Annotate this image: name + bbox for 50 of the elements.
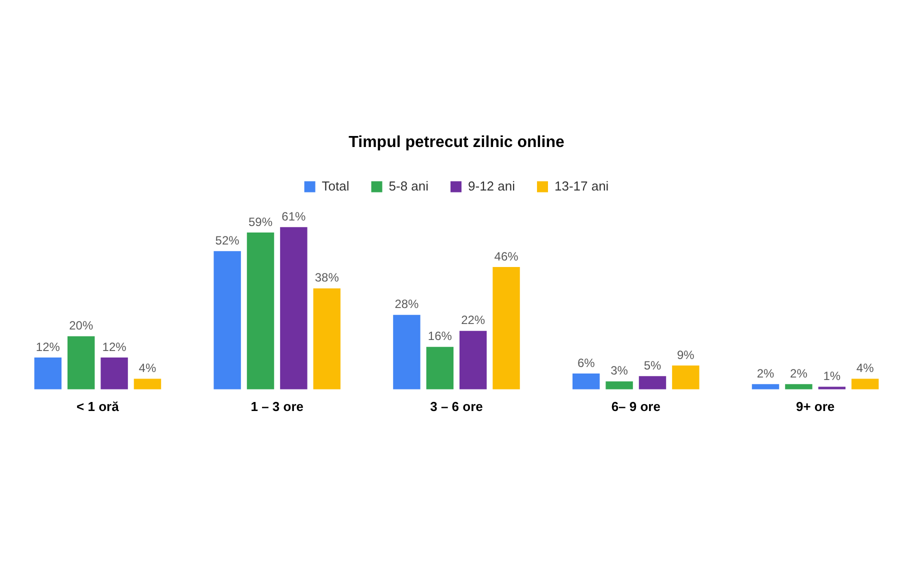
bar [34,357,62,390]
data-label: 59% [248,214,273,229]
data-label: 46% [494,249,519,264]
x-tick-label: 3 – 6 ore [430,398,483,414]
bar [134,378,162,390]
data-label: 5% [644,358,662,372]
bar [752,384,780,390]
bar [459,330,487,390]
bar [313,288,340,390]
bar [638,376,666,390]
data-label: 4% [138,361,156,376]
chart-title: Timpul petrecut zilnic online [348,134,564,152]
bar [818,386,846,390]
x-tick-label: 1 – 3 ore [250,398,304,414]
legend-label: 13-17 ani [554,178,609,194]
legend-label: Total [322,178,350,194]
legend-label: 5-8 ani [388,178,429,194]
bar [492,267,520,390]
bar [785,384,812,390]
x-tick-label: 6– 9 ore [611,398,660,414]
x-tick-label: 9+ ore [796,398,835,414]
data-label: 2% [756,366,775,380]
data-label: 16% [428,329,452,344]
data-label: 9% [677,348,695,362]
x-tick-label: < 1 oră [76,398,120,414]
data-label: 12% [102,340,127,354]
bar [214,251,241,390]
data-label: 61% [282,209,306,224]
bar [572,373,600,390]
bar [100,357,128,390]
data-label: 1% [823,369,841,384]
legend-label: 9-12 ani [468,178,516,194]
bar [393,314,420,390]
bar [246,232,274,390]
data-label: 28% [394,297,420,312]
data-label: 3% [610,364,628,378]
data-label: 2% [790,366,808,380]
data-label: 6% [577,356,596,370]
bar [68,336,95,390]
bar [606,381,633,390]
data-label: 22% [461,313,486,328]
data-label: 38% [314,270,340,285]
bar [851,378,879,390]
data-label: 20% [69,318,94,333]
bar [672,365,700,390]
data-label: 52% [215,233,240,248]
data-label: 12% [36,340,60,354]
data-label: 4% [856,361,874,376]
bar [426,346,454,390]
bar [280,227,308,390]
